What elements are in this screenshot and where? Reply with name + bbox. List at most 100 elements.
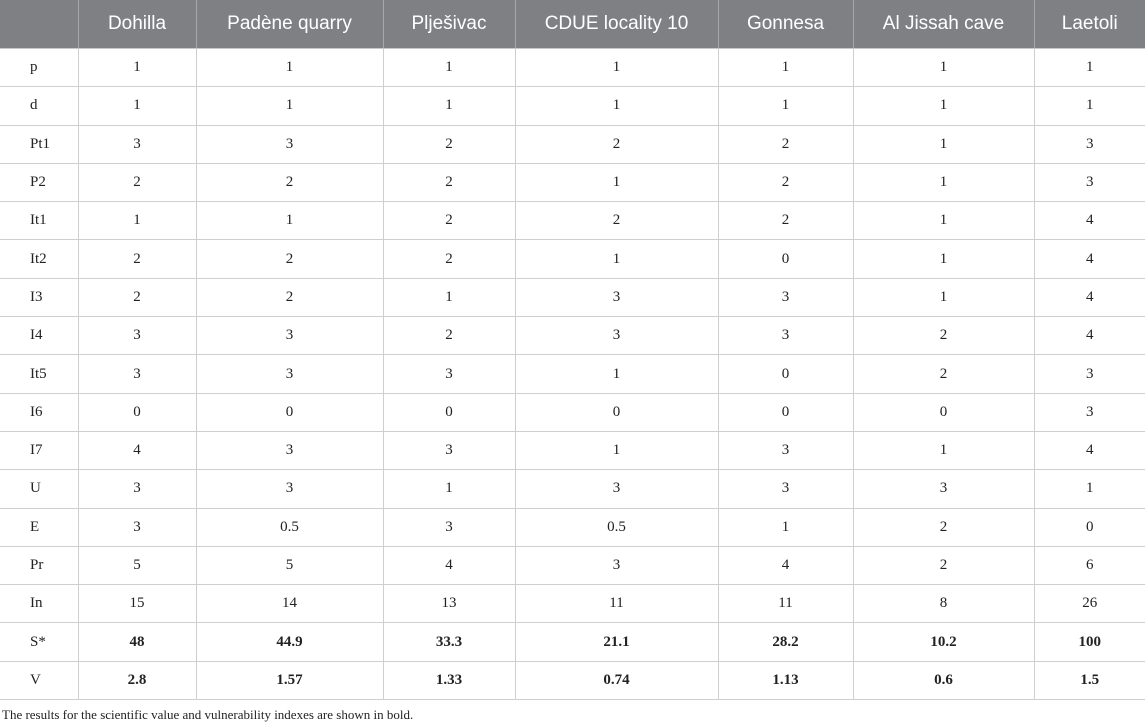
table-cell: 10.2 (852, 622, 1034, 662)
table-cell: 1 (852, 125, 1034, 164)
table-cell: 2 (717, 163, 853, 203)
table-cell: 3 (717, 278, 853, 318)
table-cell: 2 (77, 278, 196, 318)
table-cell: 1 (852, 431, 1034, 471)
row-label: It5 (0, 354, 78, 394)
table-cell: 3 (77, 125, 196, 164)
row-label: U (0, 469, 78, 509)
table-cell: 1 (1033, 469, 1145, 509)
table-row: I4 3 3 2 3 3 2 4 (0, 316, 1145, 356)
table-cell: 0 (77, 393, 196, 432)
table-cell: 1.13 (717, 661, 853, 701)
table-row: It1 1 1 2 2 2 1 4 (0, 201, 1145, 241)
table-cell: 1 (382, 278, 515, 318)
table-cell: 2 (852, 508, 1034, 547)
table-cell: 4 (382, 546, 515, 586)
table-cell: 4 (1033, 201, 1145, 241)
row-label: E (0, 508, 78, 547)
table-cell: 3 (717, 431, 853, 471)
header-cell-cdue-locality-10: CDUE locality 10 (514, 0, 718, 49)
table-cell: 2 (514, 125, 718, 164)
row-label: Pt1 (0, 125, 78, 164)
table-cell: 2 (77, 239, 196, 279)
table-cell: 0.5 (195, 508, 383, 547)
table-cell: 2 (382, 163, 515, 203)
table-cell: 1 (852, 163, 1034, 203)
table-cell: 5 (195, 546, 383, 586)
table-cell: 15 (77, 584, 196, 624)
table-cell: 3 (1033, 125, 1145, 164)
table-cell: 28.2 (717, 622, 853, 662)
table-cell: 0.5 (514, 508, 718, 547)
table-cell: 1 (852, 86, 1034, 126)
table-row: V 2.8 1.57 1.33 0.74 1.13 0.6 1.5 (0, 661, 1145, 701)
table-cell: 1 (514, 86, 718, 126)
table-cell: 100 (1033, 622, 1145, 662)
table-cell: 1 (382, 48, 515, 88)
table-cell: 2 (77, 163, 196, 203)
table-cell: 1 (195, 201, 383, 241)
table-cell: 14 (195, 584, 383, 624)
table-row: It2 2 2 2 1 0 1 4 (0, 239, 1145, 279)
table-row: E 3 0.5 3 0.5 1 2 0 (0, 508, 1145, 547)
table-cell: 1.33 (382, 661, 515, 701)
table-cell: 1.5 (1033, 661, 1145, 701)
table-cell: 1 (77, 48, 196, 88)
table-cell: 3 (514, 546, 718, 586)
table-cell: 3 (195, 431, 383, 471)
table-cell: 0 (382, 393, 515, 432)
header-cell-blank (0, 0, 78, 49)
table-cell: 3 (77, 508, 196, 547)
table-cell: 1.57 (195, 661, 383, 701)
header-cell-padene-quarry: Padène quarry (195, 0, 383, 49)
table-row: Pr 5 5 4 3 4 2 6 (0, 546, 1145, 586)
table-body: p 1 1 1 1 1 1 1 d 1 1 1 1 1 1 1 Pt1 3 3 2 2 2 1 3 P2 2 2 2 1 2 1 3 It1 1 1… (0, 48, 1145, 701)
table-cell: 2 (382, 239, 515, 279)
table-cell: 1 (77, 201, 196, 241)
table-cell: 2 (382, 201, 515, 241)
table-cell: 1 (195, 86, 383, 126)
table-cell: 0 (514, 393, 718, 432)
header-cell-al-jissah-cave: Al Jissah cave (852, 0, 1034, 49)
table-cell: 3 (382, 354, 515, 394)
table-header-row: Dohilla Padène quarry Plješivac CDUE loc… (0, 0, 1145, 49)
table-cell: 1 (382, 86, 515, 126)
table-cell: 2 (195, 278, 383, 318)
table-cell: 3 (1033, 163, 1145, 203)
table-cell: 3 (77, 316, 196, 356)
table-cell: 0 (1033, 508, 1145, 547)
table-cell: 1 (514, 354, 718, 394)
table-cell: 4 (1033, 278, 1145, 318)
table-cell: 2 (852, 354, 1034, 394)
row-label: p (0, 48, 78, 88)
table-cell: 21.1 (514, 622, 718, 662)
table-row: I7 4 3 3 1 3 1 4 (0, 431, 1145, 471)
table-cell: 1 (382, 469, 515, 509)
table-cell: 11 (514, 584, 718, 624)
header-cell-pljesivac: Plješivac (382, 0, 515, 49)
table-cell: 2 (382, 125, 515, 164)
results-table: Dohilla Padène quarry Plješivac CDUE loc… (0, 0, 1145, 701)
row-label: P2 (0, 163, 78, 203)
header-cell-laetoli: Laetoli (1033, 0, 1145, 49)
table-cell: 0.6 (852, 661, 1034, 701)
table-cell: 1 (852, 201, 1034, 241)
table-cell: 1 (717, 508, 853, 547)
table-row: Pt1 3 3 2 2 2 1 3 (0, 125, 1145, 164)
table-cell: 3 (514, 469, 718, 509)
row-label: I7 (0, 431, 78, 471)
table-cell: 1 (514, 163, 718, 203)
row-label: In (0, 584, 78, 624)
table-cell: 1 (717, 86, 853, 126)
table-row: P2 2 2 2 1 2 1 3 (0, 163, 1145, 203)
table-cell: 3 (382, 508, 515, 547)
table-footnote: The results for the scientific value and… (2, 707, 414, 722)
table-cell: 3 (514, 316, 718, 356)
table-cell: 3 (1033, 393, 1145, 432)
table-cell: 48 (77, 622, 196, 662)
table-cell: 0 (195, 393, 383, 432)
row-label: It1 (0, 201, 78, 241)
table-cell: 3 (195, 125, 383, 164)
